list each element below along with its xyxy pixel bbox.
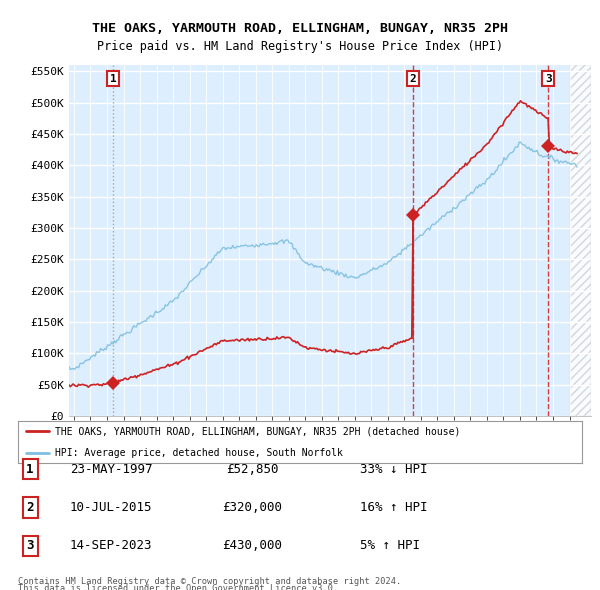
Text: 2: 2 — [26, 501, 34, 514]
Text: THE OAKS, YARMOUTH ROAD, ELLINGHAM, BUNGAY, NR35 2PH (detached house): THE OAKS, YARMOUTH ROAD, ELLINGHAM, BUNG… — [55, 427, 460, 436]
Text: 14-SEP-2023: 14-SEP-2023 — [70, 539, 152, 552]
Text: 2: 2 — [410, 74, 416, 84]
Text: 1: 1 — [110, 74, 116, 84]
Text: 3: 3 — [545, 74, 551, 84]
Text: 3: 3 — [26, 539, 34, 552]
Text: 23-MAY-1997: 23-MAY-1997 — [70, 463, 152, 476]
Text: 5% ↑ HPI: 5% ↑ HPI — [360, 539, 420, 552]
Text: This data is licensed under the Open Government Licence v3.0.: This data is licensed under the Open Gov… — [18, 584, 338, 590]
Text: 10-JUL-2015: 10-JUL-2015 — [70, 501, 152, 514]
Text: Price paid vs. HM Land Registry's House Price Index (HPI): Price paid vs. HM Land Registry's House … — [97, 40, 503, 53]
Text: 1: 1 — [26, 463, 34, 476]
Text: Contains HM Land Registry data © Crown copyright and database right 2024.: Contains HM Land Registry data © Crown c… — [18, 577, 401, 586]
Text: 33% ↓ HPI: 33% ↓ HPI — [360, 463, 427, 476]
Text: £320,000: £320,000 — [222, 501, 282, 514]
Text: £430,000: £430,000 — [222, 539, 282, 552]
Text: £52,850: £52,850 — [226, 463, 278, 476]
Text: 16% ↑ HPI: 16% ↑ HPI — [360, 501, 427, 514]
Text: THE OAKS, YARMOUTH ROAD, ELLINGHAM, BUNGAY, NR35 2PH: THE OAKS, YARMOUTH ROAD, ELLINGHAM, BUNG… — [92, 22, 508, 35]
Text: HPI: Average price, detached house, South Norfolk: HPI: Average price, detached house, Sout… — [55, 448, 343, 457]
